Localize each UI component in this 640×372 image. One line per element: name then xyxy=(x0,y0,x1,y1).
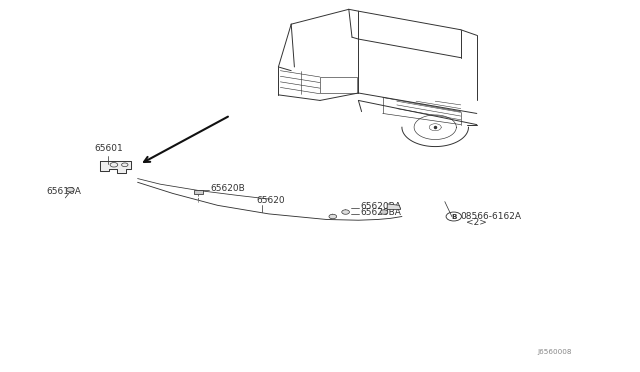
Polygon shape xyxy=(387,204,401,209)
Text: J6560008: J6560008 xyxy=(538,349,572,355)
Polygon shape xyxy=(194,190,203,194)
Text: 65601: 65601 xyxy=(95,144,124,153)
Circle shape xyxy=(329,214,337,219)
Text: <2>: <2> xyxy=(466,218,487,227)
Circle shape xyxy=(380,210,388,214)
Circle shape xyxy=(67,187,74,192)
Text: 08566-6162A: 08566-6162A xyxy=(461,212,522,221)
Circle shape xyxy=(342,210,349,214)
Text: 65620BA: 65620BA xyxy=(360,208,401,217)
Polygon shape xyxy=(100,161,131,173)
Text: 65620B: 65620B xyxy=(210,185,244,193)
Text: B: B xyxy=(451,214,456,219)
Text: 65620BA: 65620BA xyxy=(360,202,401,211)
Text: 65620: 65620 xyxy=(256,196,285,205)
Text: 65610A: 65610A xyxy=(46,187,81,196)
